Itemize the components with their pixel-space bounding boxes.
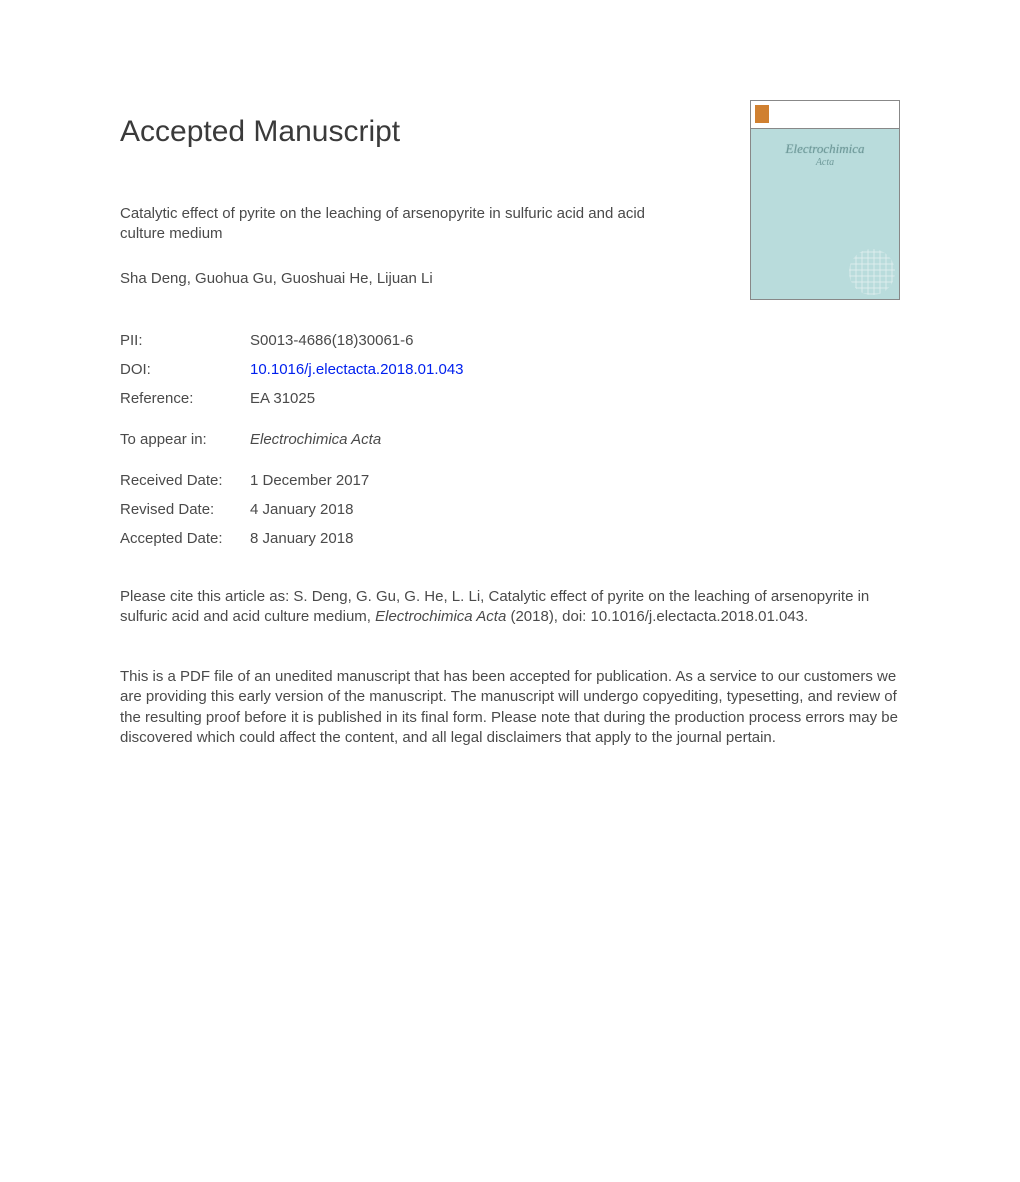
meta-row-received: Received Date: 1 December 2017 bbox=[120, 472, 900, 489]
meta-row-revised: Revised Date: 4 January 2018 bbox=[120, 501, 900, 518]
cover-journal-name: Electrochimica bbox=[757, 141, 893, 157]
meta-row-pii: PII: S0013-4686(18)30061-6 bbox=[120, 332, 900, 349]
globe-icon bbox=[849, 249, 895, 295]
meta-row-accepted: Accepted Date: 8 January 2018 bbox=[120, 530, 900, 547]
received-value: 1 December 2017 bbox=[250, 472, 369, 489]
doi-label: DOI: bbox=[120, 361, 250, 378]
disclaimer-text: This is a PDF file of an unedited manusc… bbox=[120, 667, 900, 748]
accepted-value: 8 January 2018 bbox=[250, 530, 353, 547]
meta-row-doi: DOI: 10.1016/j.electacta.2018.01.043 bbox=[120, 361, 900, 378]
meta-row-appear: To appear in: Electrochimica Acta bbox=[120, 431, 900, 448]
doi-link[interactable]: 10.1016/j.electacta.2018.01.043 bbox=[250, 361, 464, 378]
reference-label: Reference: bbox=[120, 390, 250, 407]
article-title: Catalytic effect of pyrite on the leachi… bbox=[120, 204, 680, 245]
pii-label: PII: bbox=[120, 332, 250, 349]
meta-row-reference: Reference: EA 31025 bbox=[120, 390, 900, 407]
cover-header bbox=[751, 101, 899, 129]
appear-value: Electrochimica Acta bbox=[250, 431, 381, 448]
publisher-logo-icon bbox=[755, 105, 769, 123]
accepted-label: Accepted Date: bbox=[120, 530, 250, 547]
citation-journal: Electrochimica Acta bbox=[375, 608, 506, 625]
citation-block: Please cite this article as: S. Deng, G.… bbox=[120, 587, 880, 628]
revised-value: 4 January 2018 bbox=[250, 501, 353, 518]
received-label: Received Date: bbox=[120, 472, 250, 489]
pii-value: S0013-4686(18)30061-6 bbox=[250, 332, 413, 349]
reference-value: EA 31025 bbox=[250, 390, 315, 407]
cover-journal-subtitle: Acta bbox=[757, 157, 893, 168]
appear-label: To appear in: bbox=[120, 431, 250, 448]
revised-label: Revised Date: bbox=[120, 501, 250, 518]
cover-body: Electrochimica Acta bbox=[751, 129, 899, 216]
manuscript-page: Electrochimica Acta Accepted Manuscript … bbox=[0, 0, 1020, 748]
journal-cover-thumbnail: Electrochimica Acta bbox=[750, 100, 900, 300]
citation-suffix: (2018), doi: 10.1016/j.electacta.2018.01… bbox=[506, 608, 808, 625]
